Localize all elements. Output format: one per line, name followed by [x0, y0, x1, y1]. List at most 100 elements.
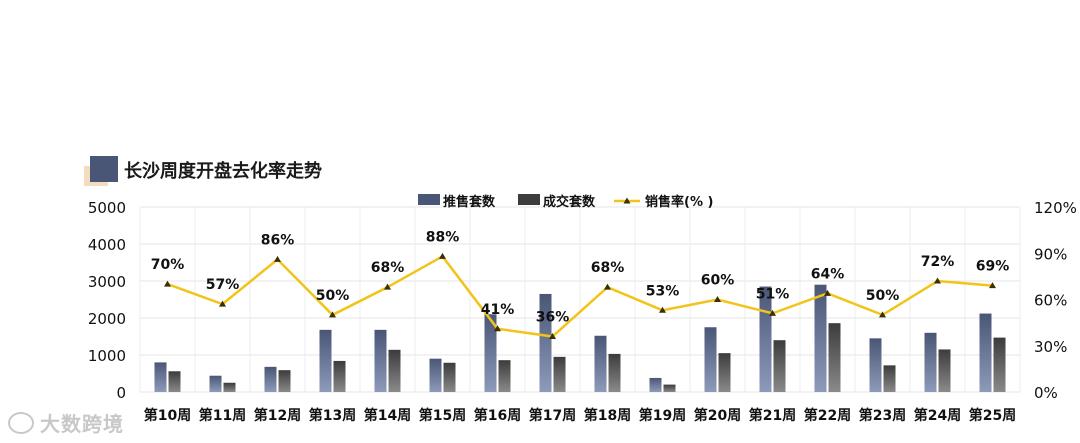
- bar-deal: [498, 360, 511, 392]
- x-tick-label: 第12周: [254, 407, 301, 424]
- sales-rate-data-label: 41%: [481, 302, 515, 318]
- sales-rate-data-label: 86%: [261, 232, 295, 248]
- watermark: 大数跨境: [8, 408, 124, 437]
- sales-rate-line: [167, 254, 993, 338]
- x-tick-label: 第18周: [584, 407, 631, 424]
- bar-supply: [209, 375, 222, 392]
- bar-supply: [429, 358, 442, 392]
- x-tick-label: 第10周: [144, 407, 191, 424]
- y-left-tick-label: 2000: [88, 310, 126, 328]
- sales-rate-marker: [934, 277, 941, 284]
- bar-supply: [154, 362, 167, 392]
- x-tick-label: 第22周: [804, 407, 851, 424]
- sales-rate-marker: [989, 282, 996, 289]
- bar-deal: [773, 340, 786, 392]
- y-left-tick-label: 5000: [88, 199, 126, 217]
- sales-rate-marker: [274, 255, 281, 262]
- sales-rate-marker: [604, 283, 611, 290]
- sales-rate-marker: [164, 280, 171, 287]
- bar-deal: [828, 323, 841, 392]
- sales-rate-data-label: 36%: [536, 310, 570, 326]
- sales-rate-data-label: 60%: [701, 273, 735, 289]
- bar-supply: [649, 377, 662, 392]
- bar-deal: [993, 337, 1006, 392]
- title-accent-square: [90, 156, 118, 182]
- y-right-tick-label: 60%: [1034, 292, 1067, 310]
- sales-rate-marker: [879, 311, 886, 318]
- bar-deal: [223, 382, 236, 392]
- sales-rate-data-label: 57%: [206, 277, 240, 293]
- legend-label-rate: 销售率(% ): [645, 194, 713, 210]
- watermark-text: 大数跨境: [40, 412, 124, 436]
- bar-deal: [608, 353, 621, 392]
- bar-supply: [814, 284, 827, 392]
- sales-rate-data-label: 70%: [151, 257, 185, 273]
- x-tick-label: 第15周: [419, 407, 466, 424]
- bar-supply: [374, 329, 387, 392]
- sales-rate-data-label: 68%: [371, 260, 405, 276]
- bar-supply: [484, 314, 497, 392]
- bar-deal: [553, 356, 566, 392]
- y-right-tick-label: 0%: [1034, 384, 1058, 402]
- sales-rate-data-label: 51%: [756, 286, 790, 302]
- y-left-tick-label: 1000: [88, 347, 126, 365]
- y-left-tick-label: 4000: [88, 236, 126, 254]
- sales-rate-marker: [659, 306, 666, 313]
- bar-deal: [718, 353, 731, 392]
- y-right-tick-label: 90%: [1034, 245, 1067, 263]
- x-tick-label: 第19周: [639, 407, 686, 424]
- sales-rate-marker: [329, 311, 336, 318]
- bar-supply: [594, 335, 607, 392]
- legend-label-deal: 成交套数: [543, 194, 596, 210]
- bar-deal: [333, 360, 346, 392]
- y-left-tick-label: 0: [116, 384, 126, 402]
- legend-swatch-supply: [418, 194, 440, 205]
- bar-supply: [924, 332, 937, 392]
- bar-deal: [388, 349, 401, 392]
- x-tick-label: 第23周: [859, 407, 906, 424]
- x-tick-label: 第16周: [474, 407, 521, 424]
- bar-deal: [663, 384, 676, 392]
- y-right-tick-label: 120%: [1034, 199, 1077, 217]
- sales-rate-data-label: 68%: [591, 260, 625, 276]
- legend-label-supply: 推售套数: [443, 194, 496, 210]
- bar-supply: [869, 338, 882, 392]
- sales-rate-data-label: 64%: [811, 266, 845, 282]
- sales-rate-marker: [549, 333, 556, 339]
- sales-rate-data-label: 69%: [976, 259, 1010, 275]
- chart-title: 长沙周度开盘去化率走势: [124, 161, 322, 182]
- sales-rate-data-label: 88%: [426, 229, 460, 245]
- y-left-tick-label: 3000: [88, 273, 126, 291]
- legend-swatch-deal: [518, 194, 540, 205]
- bar-supply: [264, 366, 277, 392]
- x-tick-label: 第14周: [364, 407, 411, 424]
- sales-rate-data-label: 50%: [316, 288, 350, 304]
- bar-supply: [319, 329, 332, 392]
- x-tick-label: 第24周: [914, 407, 961, 424]
- x-tick-label: 第20周: [694, 407, 741, 424]
- sales-rate-data-label: 53%: [646, 283, 680, 299]
- legend-marker-rate: [623, 197, 631, 204]
- x-tick-label: 第21周: [749, 407, 796, 424]
- sales-rate-marker: [219, 300, 226, 307]
- sales-rate-marker: [384, 283, 391, 290]
- sales-rate-marker: [439, 252, 446, 259]
- bar-deal: [168, 371, 181, 392]
- x-tick-label: 第25周: [969, 407, 1016, 424]
- sales-rate-data-label: 50%: [866, 288, 900, 304]
- sales-rate-marker: [769, 309, 776, 316]
- x-tick-label: 第13周: [309, 407, 356, 424]
- sales-rate-marker: [714, 296, 721, 302]
- bar-deal: [278, 370, 291, 392]
- bar-deal: [883, 365, 896, 392]
- bar-supply: [704, 327, 717, 392]
- sales-rate-marker: [494, 325, 501, 332]
- sales-rate-data-label: 72%: [921, 254, 955, 270]
- x-tick-label: 第17周: [529, 407, 576, 424]
- watermark-logo-icon: [8, 411, 34, 434]
- bar-supply: [539, 293, 552, 392]
- bar-supply: [979, 313, 992, 392]
- y-right-tick-label: 30%: [1034, 338, 1067, 356]
- sales-rate-marker: [824, 289, 831, 296]
